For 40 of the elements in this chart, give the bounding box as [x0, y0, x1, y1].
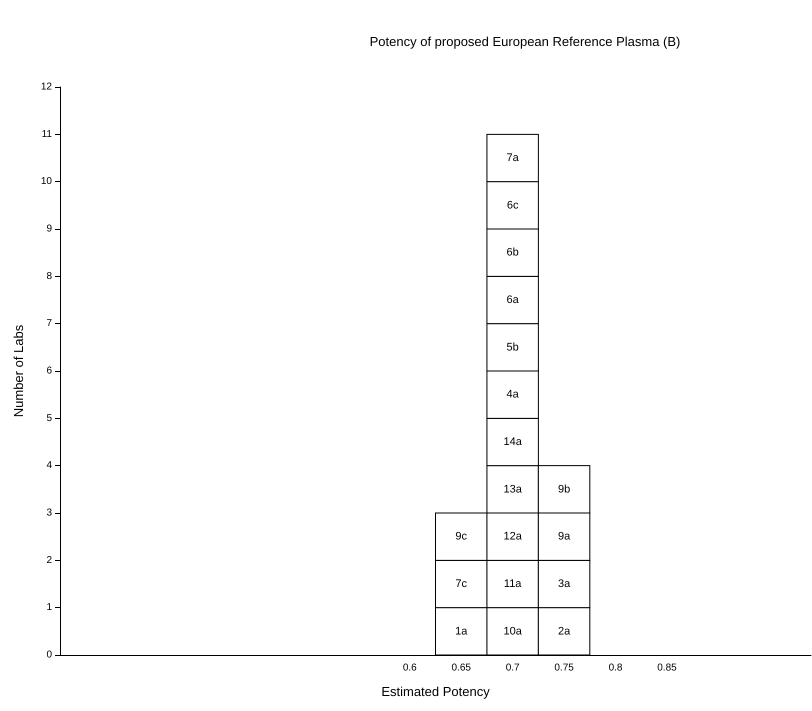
annotation: 14a	[503, 436, 523, 448]
x-tick-label: 0.8	[608, 662, 623, 674]
annotation: 7c	[455, 578, 468, 590]
annotation: 13a	[503, 483, 523, 496]
annotation: 6b	[506, 246, 519, 259]
y-axis-title: Number of Labs	[11, 324, 26, 418]
y-tick-label: 4	[46, 460, 52, 472]
annotation: 12a	[503, 530, 523, 543]
y-tick-label: 0	[46, 650, 52, 660]
annotation: 4a	[506, 388, 520, 401]
x-tick-label: 0.6	[402, 662, 418, 674]
annotation: 9a	[558, 530, 572, 543]
y-tick-label: 3	[46, 508, 52, 518]
y-tick-label: 10	[40, 176, 52, 188]
y-tick-label: 8	[46, 270, 52, 282]
annotation: 1a	[455, 625, 468, 638]
x-axis-title: Estimated Potency	[381, 684, 490, 699]
annotation: 9c	[455, 530, 468, 543]
annotation: 11a	[504, 578, 522, 590]
y-tick-label: 11	[42, 128, 52, 140]
annotation: 10a	[503, 625, 523, 638]
y-tick-label: 2	[46, 554, 52, 566]
y-tick-label: 1	[46, 602, 52, 614]
annotation: 7a	[506, 152, 520, 164]
x-tick-label: 0.7	[506, 662, 520, 674]
annotation: 2a	[558, 625, 572, 638]
y-tick-label: 12	[40, 82, 52, 92]
y-tick-label: 9	[46, 224, 52, 234]
x-tick-label: 0.85	[657, 662, 678, 674]
annotation: 9b	[558, 483, 570, 496]
annotation: 6c	[506, 199, 519, 212]
annotation: 5b	[506, 341, 519, 354]
y-tick-label: 7	[46, 318, 52, 330]
annotation: 3a	[558, 578, 572, 590]
chart-title: Potency of proposed European Reference Plasma (B)	[370, 34, 680, 49]
x-tick-label: 0.75	[554, 662, 574, 674]
annotation: 6a	[506, 294, 520, 306]
y-tick-label: 6	[46, 366, 52, 376]
x-tick-label: 0.65	[451, 662, 472, 674]
y-tick-label: 5	[46, 412, 52, 424]
